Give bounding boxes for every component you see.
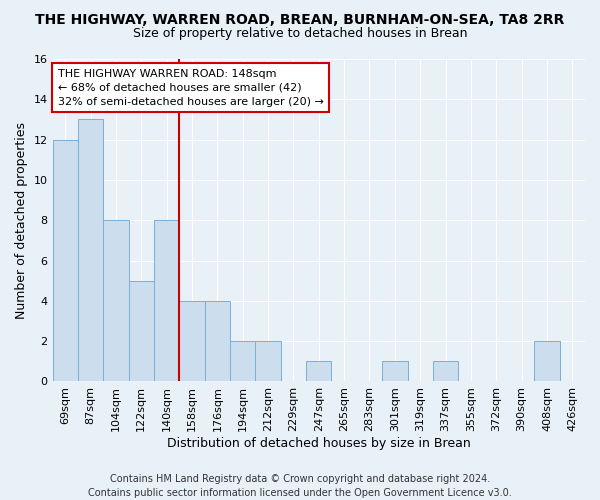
Bar (382, 362, 407, 382)
Bar (306, 362, 331, 382)
Bar (78, 120, 103, 382)
Text: THE HIGHWAY, WARREN ROAD, BREAN, BURNHAM-ON-SEA, TA8 2RR: THE HIGHWAY, WARREN ROAD, BREAN, BURNHAM… (35, 12, 565, 26)
Bar (103, 220, 128, 382)
Bar (205, 301, 230, 382)
Text: Size of property relative to detached houses in Brean: Size of property relative to detached ho… (133, 28, 467, 40)
Bar (433, 362, 458, 382)
Bar (230, 341, 256, 382)
Bar (256, 341, 281, 382)
Bar (128, 280, 154, 382)
Text: Contains HM Land Registry data © Crown copyright and database right 2024.
Contai: Contains HM Land Registry data © Crown c… (88, 474, 512, 498)
X-axis label: Distribution of detached houses by size in Brean: Distribution of detached houses by size … (167, 437, 470, 450)
Bar (53, 140, 78, 382)
Text: THE HIGHWAY WARREN ROAD: 148sqm
← 68% of detached houses are smaller (42)
32% of: THE HIGHWAY WARREN ROAD: 148sqm ← 68% of… (58, 68, 324, 106)
Y-axis label: Number of detached properties: Number of detached properties (15, 122, 28, 318)
Bar (179, 301, 205, 382)
Bar (154, 220, 179, 382)
Bar (534, 341, 560, 382)
